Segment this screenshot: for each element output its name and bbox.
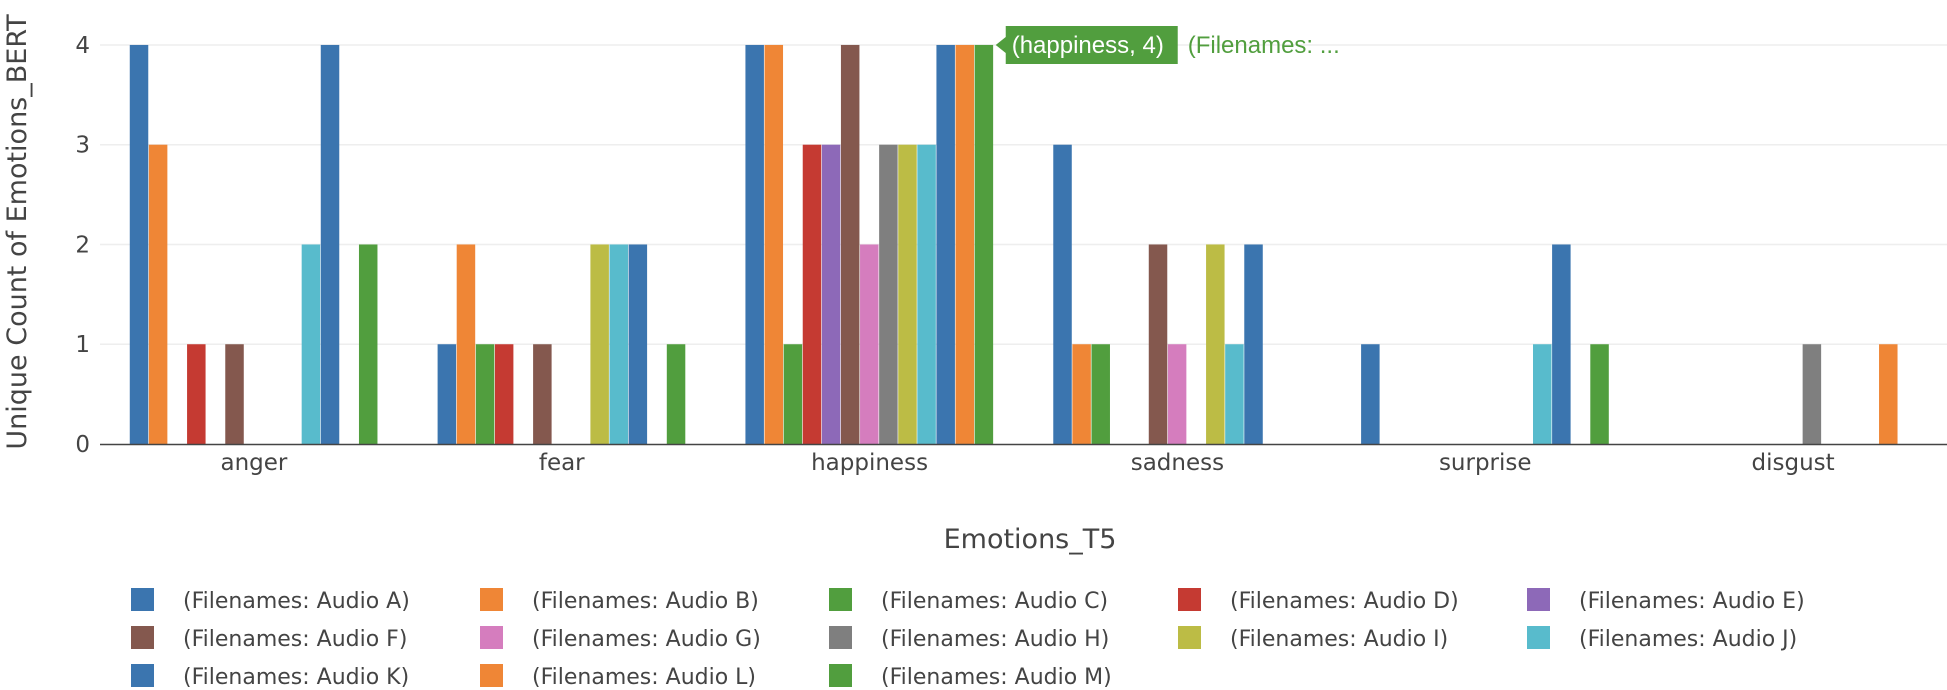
- legend-label: (Filenames: Audio C): [881, 589, 1108, 614]
- y-tick-label: 1: [75, 332, 90, 358]
- bar: [1206, 244, 1225, 444]
- legend: (Filenames: Audio A) (Filenames: Audio B)…: [131, 588, 1805, 690]
- x-tick-labels: anger fear happiness sadness surprise disgust: [220, 450, 1834, 476]
- bar: [609, 244, 628, 444]
- legend-label: (Filenames: Audio F): [183, 627, 407, 652]
- x-tick-label: fear: [539, 450, 585, 476]
- bar: [936, 44, 955, 445]
- legend-swatch: [1527, 626, 1550, 649]
- bar: [1802, 344, 1822, 444]
- legend-label: (Filenames: Audio A): [183, 589, 410, 614]
- x-tick-label: sadness: [1131, 450, 1224, 476]
- x-tick-label: disgust: [1752, 450, 1835, 476]
- bar: [1072, 344, 1091, 444]
- bars: [129, 44, 1898, 445]
- y-tick-label: 0: [75, 432, 90, 458]
- legend-label: (Filenames: Audio B): [532, 589, 759, 614]
- bar: [1879, 344, 1898, 444]
- tooltip-box: [995, 25, 1178, 64]
- legend-label: (Filenames: Audio G): [532, 627, 761, 652]
- legend-label: (Filenames: Audio E): [1579, 589, 1805, 614]
- bar: [840, 44, 860, 445]
- bar: [358, 244, 378, 444]
- bar: [1533, 344, 1552, 444]
- bar: [879, 144, 898, 445]
- bar: [783, 344, 803, 444]
- legend-label: (Filenames: Audio H): [881, 627, 1109, 652]
- bar: [475, 344, 495, 444]
- y-tick-label: 2: [75, 232, 90, 258]
- bar: [437, 344, 457, 444]
- y-tick-labels: 0 1 2 3 4: [75, 33, 90, 458]
- legend-label: (Filenames: Audio L): [532, 665, 756, 690]
- bar: [955, 44, 975, 445]
- legend-swatch: [131, 626, 154, 649]
- bar: [1167, 344, 1187, 444]
- hover-tooltip: (happiness, 4) (Filenames: ...: [995, 25, 1340, 64]
- bar: [1590, 344, 1609, 444]
- legend-swatch: [480, 664, 503, 687]
- bar: [533, 344, 552, 444]
- legend-label: (Filenames: Audio I): [1230, 627, 1448, 652]
- bar: [917, 144, 936, 445]
- legend-swatch: [480, 588, 503, 611]
- x-axis-title: Emotions_T5: [944, 524, 1117, 555]
- legend-swatch: [829, 664, 852, 687]
- x-tick-label: surprise: [1439, 450, 1532, 476]
- y-tick-label: 4: [75, 33, 90, 59]
- tooltip-point-label: (happiness, 4): [1012, 32, 1164, 59]
- bar: [974, 44, 994, 445]
- bar: [129, 44, 149, 445]
- bar: [1053, 144, 1072, 445]
- y-axis-title: Unique Count of Emotions_BERT: [2, 14, 33, 450]
- bar: [187, 344, 206, 444]
- bar: [1361, 344, 1380, 444]
- bar: [628, 244, 648, 444]
- legend-swatch: [1178, 588, 1201, 611]
- bar: [764, 44, 784, 445]
- bar: [860, 244, 879, 444]
- legend-swatch: [1527, 588, 1550, 611]
- bar: [1225, 344, 1244, 444]
- legend-label: (Filenames: Audio D): [1230, 589, 1459, 614]
- legend-swatch: [131, 664, 154, 687]
- x-tick-label: happiness: [811, 450, 928, 476]
- bar: [456, 244, 476, 444]
- bar: [301, 244, 321, 444]
- legend-swatch: [480, 626, 503, 649]
- bar: [666, 344, 686, 444]
- bar: [821, 144, 841, 445]
- legend-swatch: [131, 588, 154, 611]
- tooltip-series-label: (Filenames: ...: [1188, 32, 1340, 59]
- legend-swatch: [829, 588, 852, 611]
- legend-label: (Filenames: Audio J): [1579, 627, 1797, 652]
- legend-label: (Filenames: Audio K): [183, 665, 409, 690]
- bar: [1552, 244, 1571, 444]
- legend-swatch: [829, 626, 852, 649]
- bar: [225, 344, 244, 444]
- bar: [148, 144, 168, 445]
- bar: [1148, 244, 1168, 444]
- bar: [1244, 244, 1263, 444]
- bar: [745, 44, 764, 445]
- bar: [802, 144, 822, 445]
- bar: [1091, 344, 1110, 444]
- bar: [494, 344, 514, 444]
- y-tick-label: 3: [75, 133, 90, 159]
- x-tick-label: anger: [220, 450, 287, 476]
- bar: [590, 244, 609, 444]
- bar: [320, 44, 340, 445]
- legend-label: (Filenames: Audio M): [881, 665, 1112, 690]
- legend-swatch: [1178, 626, 1201, 649]
- bar: [898, 144, 917, 445]
